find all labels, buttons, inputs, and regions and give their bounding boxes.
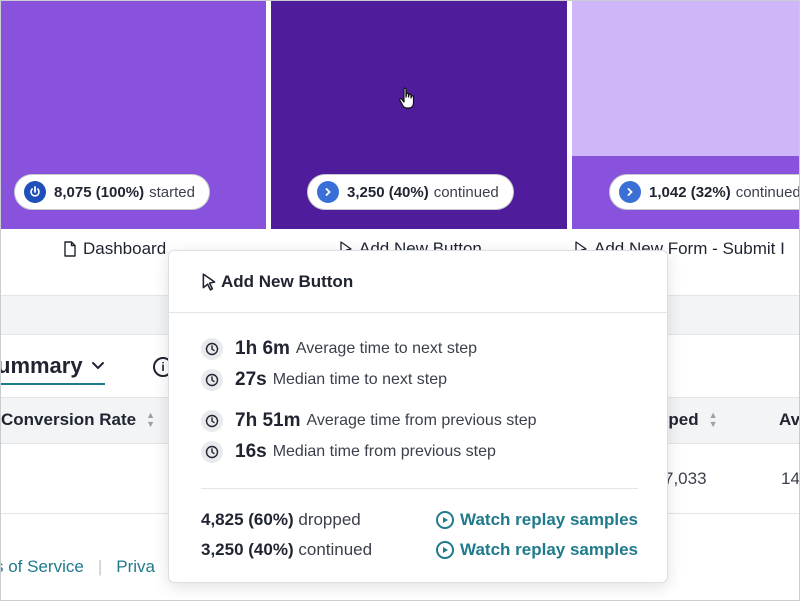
link-label: Watch replay samples [460,510,638,529]
step-count: 3,250 (40%) [347,183,429,201]
stat-value: 7h 51m [235,410,301,431]
chevron-right-icon [619,181,641,203]
column-header-label: pped [658,410,699,429]
continued-row: 3,250 (40%) continued Watch replay sampl… [201,540,638,560]
sort-icon[interactable]: ▲ ▼ [708,410,718,429]
step-label-dashboard[interactable]: Dashboard [63,239,166,259]
column-header-dropped[interactable]: pped ▲ ▼ [658,410,718,430]
stat-value: 27s [235,369,267,390]
column-header-label: Av [779,410,800,429]
play-icon [436,541,455,559]
stat-average-time-next: 1h 6m Average time to next step [201,338,477,360]
clock-icon [201,441,223,463]
stat-median-time-previous: 16s Median time from previous step [201,441,496,463]
chevron-right-icon [317,181,339,203]
clock-icon [201,410,223,432]
dropped-label: dropped [298,510,361,529]
step-count-pill: 8,075 (100%) started [14,174,210,210]
step-count: 1,042 (32%) [649,183,731,201]
stat-value: 1h 6m [235,338,290,359]
terms-of-service-link[interactable]: s of Service [0,557,84,576]
step-status: continued [433,183,499,201]
summary-dropdown[interactable]: ummary [0,353,105,385]
stat-label: Median time to next step [272,371,448,388]
dropped-count: 4,825 (60%) [201,510,294,529]
continued-count: 3,250 (40%) [201,540,294,559]
tooltip-divider [201,488,638,489]
step-label-text: Dashboard [83,239,167,258]
column-header-average[interactable]: Av [779,410,800,430]
stat-label: Average time from previous step [306,412,537,429]
stat-median-time-next: 27s Median time to next step [201,369,447,391]
continued-label: continued [298,540,373,559]
clock-icon [201,369,223,391]
table-cell: 7,033 [664,469,707,488]
stat-label: Median time from previous step [272,443,496,460]
step-details-tooltip: Add New Button 1h 6m Average time to nex… [168,250,668,583]
step-status: continued [735,183,800,201]
column-header-conversion-rate[interactable]: Conversion Rate ▲ ▼ [1,410,155,430]
dropped-row: 4,825 (60%) dropped Watch replay samples [201,510,638,530]
watch-replay-continued-link[interactable]: Watch replay samples [436,540,638,560]
hand-pointer-icon [399,87,415,109]
funnel-chart: 8,075 (100%) started 3,250 (40%) continu… [1,1,800,296]
power-icon [24,181,46,203]
tooltip-header: Add New Button [169,251,667,313]
summary-title: ummary [0,353,83,378]
dropped-summary: 4,825 (60%) dropped [201,510,361,530]
footer-links: s of Service | Priva [1,557,155,577]
table-cell: 14 [781,469,800,488]
chevron-down-icon [91,362,104,370]
step-count-pill: 3,250 (40%) continued [307,174,514,210]
link-label: Watch replay samples [460,540,638,559]
column-header-label: Conversion Rate [1,410,137,429]
stat-label: Average time to next step [295,340,478,357]
stat-average-time-previous: 7h 51m Average time from previous step [201,410,537,432]
footer-separator: | [97,557,103,576]
step-count: 8,075 (100%) [54,183,145,201]
stat-value: 16s [235,441,267,462]
step-count-pill: 1,042 (32%) continued [609,174,800,210]
watch-replay-dropped-link[interactable]: Watch replay samples [436,510,638,530]
clock-icon [201,338,223,360]
step-status: started [149,183,195,201]
continued-summary: 3,250 (40%) continued [201,540,372,560]
tooltip-title: Add New Button [221,271,354,291]
privacy-link[interactable]: Priva [116,557,155,576]
cursor-icon [202,272,216,291]
sort-icon[interactable]: ▲ ▼ [146,410,156,429]
play-icon [436,511,455,529]
file-icon [64,241,76,257]
